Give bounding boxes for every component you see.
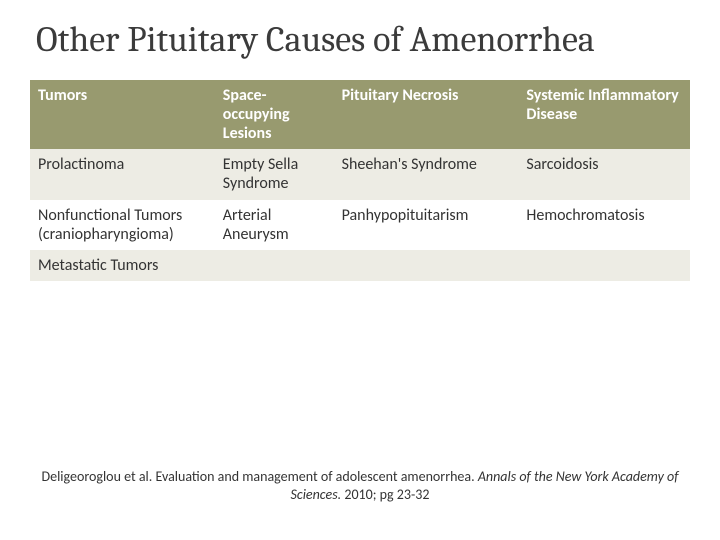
cell — [215, 250, 334, 281]
col-header-inflammatory: Systemic Inflammatory Disease — [518, 80, 690, 150]
cell: Sarcoidosis — [518, 149, 690, 199]
citation-prefix: Deligeoroglou et al. Evaluation and mana… — [42, 468, 478, 485]
causes-table: Tumors Space-occupying Lesions Pituitary… — [30, 80, 690, 282]
table-row: Metastatic Tumors — [30, 250, 690, 281]
cell — [518, 250, 690, 281]
citation-suffix: 2010; pg 23-32 — [341, 486, 429, 503]
cell: Panhypopituitarism — [334, 200, 519, 250]
table-header-row: Tumors Space-occupying Lesions Pituitary… — [30, 80, 690, 150]
col-header-tumors: Tumors — [30, 80, 215, 150]
cell: Metastatic Tumors — [30, 250, 215, 281]
cell: Prolactinoma — [30, 149, 215, 199]
cell: Nonfunctional Tumors (craniopharyngioma) — [30, 200, 215, 250]
page-title: Other Pituitary Causes of Amenorrhea — [36, 20, 690, 60]
citation: Deligeoroglou et al. Evaluation and mana… — [30, 468, 690, 504]
slide: Other Pituitary Causes of Amenorrhea Tum… — [0, 0, 720, 540]
table-row: Prolactinoma Empty Sella Syndrome Sheeha… — [30, 149, 690, 199]
cell: Hemochromatosis — [518, 200, 690, 250]
col-header-lesions: Space-occupying Lesions — [215, 80, 334, 150]
cell: Sheehan's Syndrome — [334, 149, 519, 199]
cell: Arterial Aneurysm — [215, 200, 334, 250]
cell — [334, 250, 519, 281]
table-row: Nonfunctional Tumors (craniopharyngioma)… — [30, 200, 690, 250]
col-header-necrosis: Pituitary Necrosis — [334, 80, 519, 150]
cell: Empty Sella Syndrome — [215, 149, 334, 199]
